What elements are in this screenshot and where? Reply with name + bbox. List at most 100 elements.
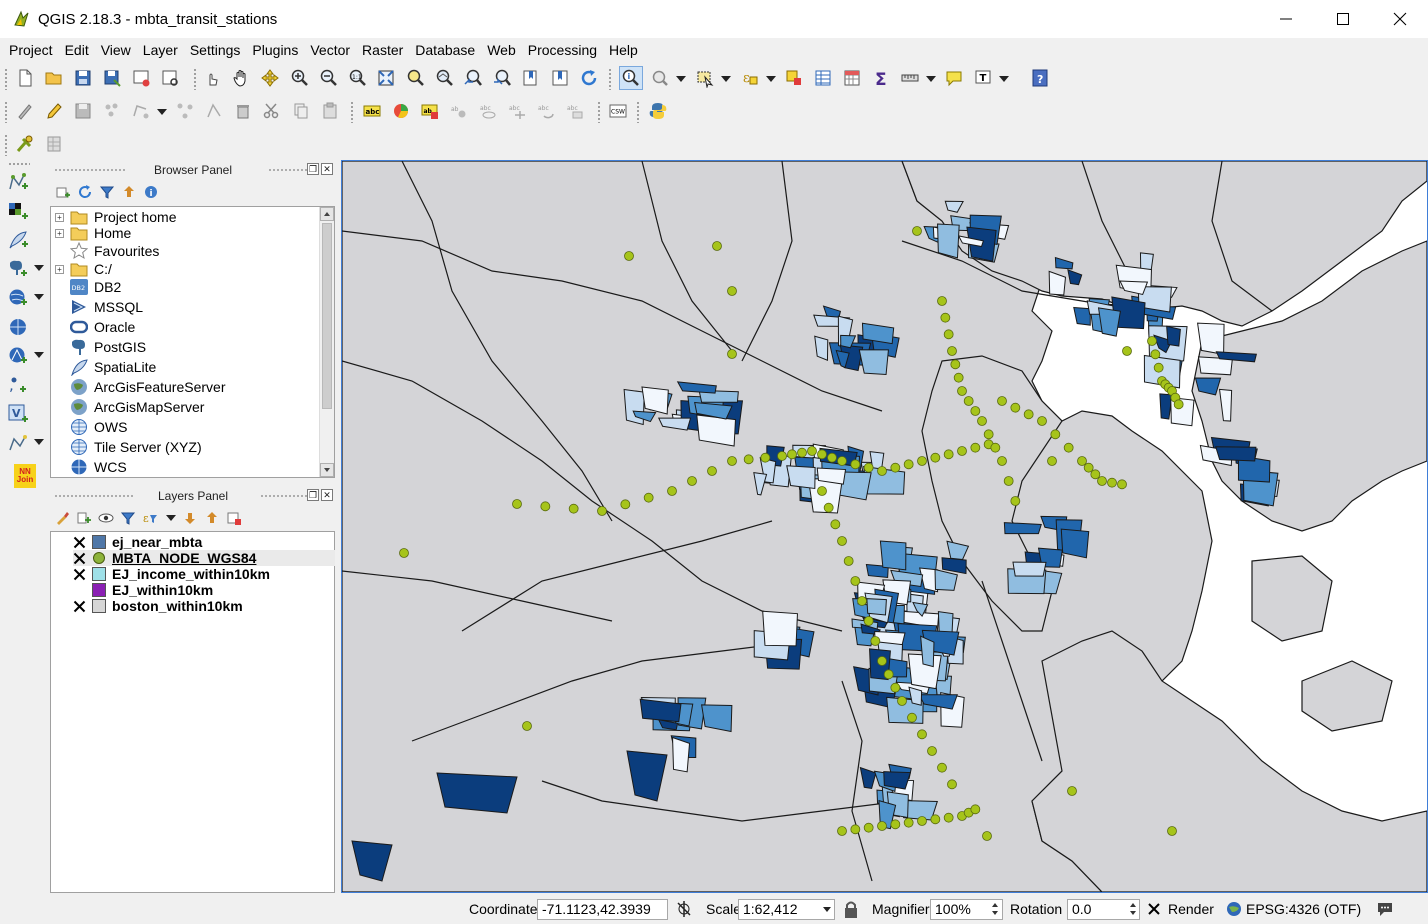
browser-item-c-drive[interactable]: + C:/: [55, 259, 112, 279]
composer-manager-button[interactable]: [158, 66, 182, 90]
add-virtual-layer-button[interactable]: V: [6, 402, 30, 426]
measure-dropdown[interactable]: [926, 76, 936, 82]
zoom-full-button[interactable]: [374, 66, 398, 90]
maximize-button[interactable]: [1314, 0, 1371, 38]
new-bookmark-button[interactable]: [519, 66, 543, 90]
plugin-table-button[interactable]: [42, 132, 66, 156]
zoom-next-button[interactable]: [490, 66, 514, 90]
touch-zoom-button[interactable]: [200, 66, 224, 90]
browser-tree[interactable]: + Project home + Home Favourites + C:/ D…: [50, 206, 335, 478]
menu-plugins[interactable]: Plugins: [252, 42, 299, 58]
browser-item-mssql[interactable]: MSSQL: [69, 297, 143, 317]
expand-toggle[interactable]: +: [55, 212, 64, 222]
add-spatialite-layer-button[interactable]: [6, 228, 30, 252]
layer-diagram-button[interactable]: [389, 99, 413, 123]
browser-item-arcgismapserver[interactable]: ArcGisMapServer: [69, 397, 204, 417]
remove-layer-button[interactable]: [226, 510, 242, 526]
save-layer-edits-button[interactable]: [71, 99, 95, 123]
toolbar-handle[interactable]: [4, 134, 8, 156]
zoom-in-button[interactable]: [287, 66, 311, 90]
field-calculator-button[interactable]: [840, 66, 864, 90]
browser-item-favourites[interactable]: Favourites: [69, 241, 159, 261]
scale-combobox[interactable]: 1:62,412: [738, 899, 835, 920]
browser-refresh-button[interactable]: [77, 184, 93, 200]
menu-project[interactable]: Project: [9, 42, 53, 58]
toolbar-handle[interactable]: [193, 68, 197, 90]
zoom-to-selection-button[interactable]: [403, 66, 427, 90]
nnjoin-plugin-button[interactable]: NN Join: [14, 464, 36, 488]
statistical-summary-button[interactable]: Σ: [869, 66, 893, 90]
add-delimited-text-button[interactable]: ,: [6, 373, 30, 397]
refresh-button[interactable]: [577, 66, 601, 90]
pin-unpin-labels-button[interactable]: ab: [447, 99, 471, 123]
open-project-button[interactable]: [42, 66, 66, 90]
paste-features-button[interactable]: [318, 99, 342, 123]
browser-item-spatialite[interactable]: SpatiaLite: [69, 357, 156, 377]
add-raster-layer-button[interactable]: [6, 199, 30, 223]
move-label-button[interactable]: abc: [505, 99, 529, 123]
scroll-up-arrow[interactable]: [320, 207, 334, 221]
menu-database[interactable]: Database: [415, 42, 476, 58]
add-wfs-dropdown[interactable]: [34, 352, 44, 358]
scroll-down-arrow[interactable]: [320, 463, 334, 477]
select-features-button[interactable]: [693, 66, 717, 90]
node-tool-button[interactable]: [173, 99, 197, 123]
menu-layer[interactable]: Layer: [142, 42, 178, 58]
minimize-button[interactable]: [1257, 0, 1314, 38]
layers-panel-titlebar[interactable]: Layers Panel: [50, 487, 336, 505]
browser-item-ows[interactable]: OWS: [69, 417, 127, 437]
browser-item-tile-server[interactable]: Tile Server (XYZ): [69, 437, 202, 457]
highlight-pinned-labels-button[interactable]: ab: [418, 99, 442, 123]
menu-edit[interactable]: Edit: [64, 42, 89, 58]
browser-item-wcs[interactable]: WCS: [69, 457, 127, 477]
toolbar-handle[interactable]: [350, 101, 354, 123]
lock-scale-button[interactable]: [843, 894, 859, 924]
select-expression-dropdown[interactable]: [766, 76, 776, 82]
layer-row-ej-near-mbta[interactable]: ej_near_mbta: [73, 534, 202, 550]
layer-visibility-checkbox[interactable]: [73, 568, 86, 581]
browser-properties-button[interactable]: i: [143, 184, 159, 200]
expand-toggle[interactable]: +: [55, 228, 64, 238]
layers-tree[interactable]: ej_near_mbta MBTA_NODE_WGS84 EJ_income_w…: [50, 531, 335, 893]
layer-visibility-checkbox[interactable]: [73, 584, 86, 597]
rotation-spinbox[interactable]: 0.0: [1067, 899, 1140, 920]
add-selected-layers-button[interactable]: [55, 184, 71, 200]
toolbar-handle[interactable]: [597, 101, 601, 123]
select-features-dropdown[interactable]: [721, 76, 731, 82]
zoom-native-button[interactable]: 1:1: [345, 66, 369, 90]
browser-item-oracle[interactable]: Oracle: [69, 317, 135, 337]
chevron-down-icon[interactable]: [823, 907, 831, 912]
layer-labeling-button[interactable]: abc: [360, 99, 384, 123]
feature-action-dropdown[interactable]: [676, 76, 686, 82]
toolbar-handle[interactable]: [8, 162, 30, 166]
messages-button[interactable]: [1376, 894, 1394, 924]
magnifier-spinbox[interactable]: 100%: [930, 899, 1003, 920]
zoom-to-layer-button[interactable]: [432, 66, 456, 90]
text-annotation-button[interactable]: T: [971, 66, 995, 90]
map-render[interactable]: [342, 161, 1427, 892]
browser-item-arcgisfeatureserver[interactable]: ArcGisFeatureServer: [69, 377, 225, 397]
browser-close-button[interactable]: ✕: [321, 163, 333, 175]
menu-web[interactable]: Web: [487, 42, 516, 58]
show-hide-labels-button[interactable]: abc: [476, 99, 500, 123]
new-layer-dropdown[interactable]: [34, 439, 44, 445]
add-feature-button[interactable]: [100, 99, 124, 123]
toggle-extents-button[interactable]: [674, 894, 694, 924]
delete-selected-button[interactable]: [202, 99, 226, 123]
rotate-label-button[interactable]: abc: [534, 99, 558, 123]
toolbar-handle[interactable]: [636, 101, 640, 123]
add-wms-dropdown[interactable]: [34, 294, 44, 300]
add-vector-layer-button[interactable]: [6, 170, 30, 194]
add-layer-dropdown[interactable]: [34, 265, 44, 271]
browser-item-home[interactable]: + Home: [55, 223, 131, 243]
browser-float-button[interactable]: ❐: [307, 163, 319, 175]
browser-item-project-home[interactable]: + Project home: [55, 207, 176, 227]
move-feature-button[interactable]: [129, 99, 153, 123]
expand-all-button[interactable]: [182, 510, 198, 526]
show-bookmarks-button[interactable]: [548, 66, 572, 90]
browser-filter-button[interactable]: [99, 184, 115, 200]
layer-row-mbta-node[interactable]: MBTA_NODE_WGS84: [73, 550, 335, 566]
toolbar-handle[interactable]: [608, 68, 612, 90]
manage-map-themes-button[interactable]: [98, 510, 114, 526]
crs-button[interactable]: EPSG:4326 (OTF): [1226, 894, 1361, 924]
